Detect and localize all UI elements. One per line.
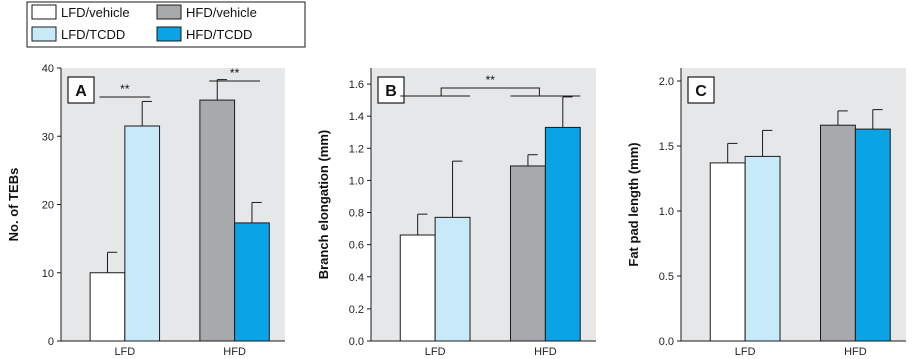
y-axis-label: No. of TEBs	[6, 168, 21, 242]
panels: 0 10 20 30 40 No. of TEBs LFD HFD A ** ** 0.0 0.2 0.4…	[6, 63, 906, 358]
significance-bracket	[400, 87, 581, 97]
legend-label: LFD/vehicle	[61, 5, 130, 20]
bar-lfd-tcdd	[744, 155, 781, 342]
significance-label: **	[120, 82, 130, 96]
bar-lfd-vehicle	[89, 272, 126, 342]
y-tick-label: 40	[42, 63, 54, 75]
bar-lfd-tcdd	[124, 125, 161, 342]
legend-swatch	[31, 26, 57, 42]
y-tick-label: 20	[42, 200, 54, 212]
panel-letter: B	[385, 83, 397, 100]
legend-swatch	[156, 4, 182, 20]
y-tick-label: 1.5	[659, 141, 674, 153]
legend: LFD/vehicle HFD/vehicle LFD/TCDD HFD/TCDD	[26, 1, 306, 48]
bar-hfd-tcdd	[544, 126, 581, 342]
panel-letter: C	[695, 83, 707, 100]
y-axis-label: Branch elongation (mm)	[316, 130, 331, 280]
y-tick-label: 10	[42, 268, 54, 280]
y-tick-label: 1.0	[659, 206, 674, 218]
y-tick-label: 1.6	[349, 79, 364, 91]
x-tick-label: HFD	[223, 346, 246, 358]
y-tick-label: 0.0	[349, 336, 364, 348]
bar-hfd-vehicle	[510, 165, 546, 342]
y-tick-label: 0	[48, 336, 54, 348]
y-tick-label: 30	[42, 131, 54, 143]
panel-a: 0 10 20 30 40 No. of TEBs LFD HFD A ** **	[6, 63, 285, 358]
panel-letter-box	[687, 76, 715, 104]
significance-label: **	[230, 66, 240, 80]
y-tick-label: 0.4	[349, 272, 364, 284]
bar-lfd-vehicle	[709, 162, 746, 342]
bar-lfd-tcdd	[434, 216, 471, 342]
bar-hfd-tcdd	[854, 128, 891, 342]
y-axis-label: Fat pad length (mm)	[626, 142, 641, 266]
legend-label: HFD/vehicle	[186, 5, 257, 20]
legend-swatch	[156, 26, 182, 42]
bar-hfd-vehicle	[199, 99, 236, 342]
y-tick-label: 2.0	[659, 76, 674, 88]
panel-letter-box	[67, 76, 95, 104]
legend-label: LFD/TCDD	[61, 27, 125, 42]
y-tick-label: 1.4	[349, 111, 364, 123]
x-tick-label: LFD	[425, 346, 446, 358]
y-tick-label: 0.0	[659, 336, 674, 348]
x-tick-label: LFD	[114, 346, 135, 358]
legend-label: HFD/TCDD	[186, 27, 252, 42]
x-tick-label: HFD	[844, 346, 867, 358]
y-tick-label: 1.0	[349, 175, 364, 187]
y-tick-label: 0.8	[349, 208, 364, 220]
panel-b: 0.0 0.2 0.4 0.6 0.8 1.0 1.2 1.4 1.6 Branch elonga…	[316, 68, 596, 358]
panel-c: 0.0 0.5 1.0 1.5 2.0 Fat pad length (mm) LFD HFD…	[626, 68, 906, 358]
legend-swatch	[31, 4, 57, 20]
significance-label: **	[486, 73, 496, 87]
y-tick-label: 1.2	[349, 143, 364, 155]
y-tick-label: 0.6	[349, 240, 364, 252]
x-tick-label: LFD	[735, 346, 756, 358]
y-tick-label: 0.5	[659, 271, 674, 283]
bar-hfd-vehicle	[820, 124, 856, 342]
y-tick-label: 0.2	[349, 304, 364, 316]
x-tick-label: HFD	[534, 346, 557, 358]
bar-hfd-tcdd	[234, 222, 270, 342]
panel-letter: A	[75, 83, 87, 100]
panel-letter-box	[377, 76, 405, 104]
bar-lfd-vehicle	[399, 234, 436, 342]
